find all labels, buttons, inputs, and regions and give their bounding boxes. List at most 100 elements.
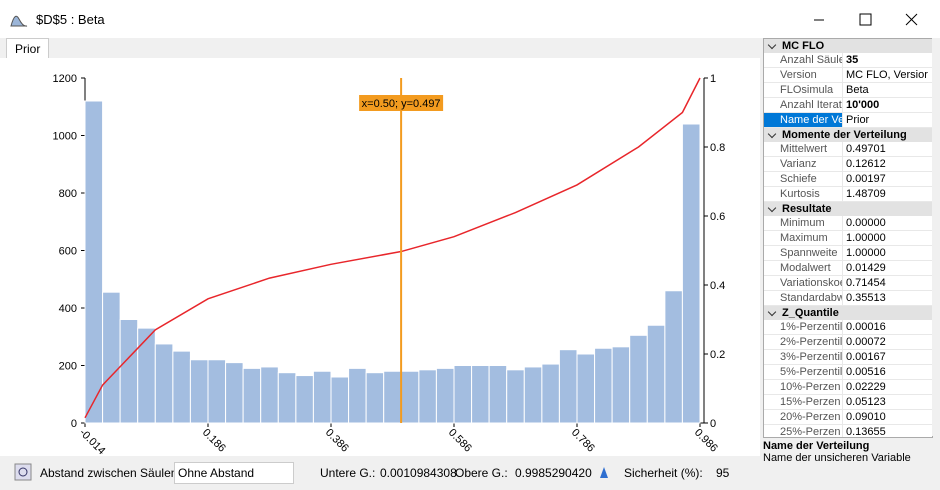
section-header[interactable]: Z_Quantile <box>764 306 932 320</box>
y-tick-label: 400 <box>59 303 77 315</box>
status-bar: Abstand zwischen Säulen: Ohne Abstand Un… <box>0 458 760 486</box>
gap-label: Abstand zwischen Säulen: <box>40 466 181 480</box>
bar <box>681 123 701 424</box>
property-row[interactable]: FLOsimula Beta <box>764 83 932 98</box>
settings-icon[interactable] <box>14 463 32 481</box>
bar <box>189 359 209 424</box>
property-name: 5%-Perzentil <box>764 365 843 379</box>
property-name: Anzahl Säule <box>764 53 843 67</box>
chevron <box>767 129 777 139</box>
bar <box>207 359 227 424</box>
property-value: 0.05123 <box>846 396 886 408</box>
confidence-value[interactable]: 95 <box>716 466 730 480</box>
property-name: 1%-Perzentil <box>764 320 843 334</box>
property-name: FLOsimula <box>764 83 843 97</box>
property-value: 0.00072 <box>846 336 886 348</box>
property-row[interactable]: Standardabw 0.35513 <box>764 291 932 306</box>
lower-value[interactable]: 0.0010984308 <box>380 466 457 480</box>
section-title: Momente der Verteilung <box>782 129 907 141</box>
property-row[interactable]: Mittelwert 0.49701 <box>764 142 932 157</box>
bar <box>646 324 666 424</box>
upper-value[interactable]: 0.9985290420 <box>515 466 592 480</box>
property-value: 0.00516 <box>846 366 886 378</box>
bar <box>611 346 631 424</box>
tab[interactable]: Prior <box>6 38 50 59</box>
property-name: 25%-Perzen <box>764 425 843 437</box>
window-title: $D$5 : Beta <box>36 12 105 27</box>
section-header[interactable]: Momente der Verteilung <box>764 128 932 142</box>
property-row[interactable]: 3%-Perzentil 0.00167 <box>764 350 932 365</box>
property-name: Standardabw <box>764 291 843 305</box>
y2-tick-label: 0.4 <box>710 280 725 292</box>
section-header[interactable]: MC FLO <box>764 39 932 53</box>
marker-label: x=0.50; y=0.497 <box>362 98 441 110</box>
distribution-icon[interactable] <box>598 465 618 479</box>
bar <box>365 372 385 424</box>
property-name: Schiefe <box>764 172 843 186</box>
property-row[interactable]: Maximum 1.00000 <box>764 231 932 246</box>
property-row[interactable]: 10%-Perzen 0.02229 <box>764 380 932 395</box>
bar <box>558 349 578 424</box>
property-row[interactable]: 15%-Perzen 0.05123 <box>764 395 932 410</box>
bar <box>383 370 402 424</box>
property-row[interactable]: 2%-Perzentil 0.00072 <box>764 335 932 350</box>
bar <box>453 365 473 424</box>
window-controls[interactable] <box>810 12 930 28</box>
y-tick-label: 800 <box>59 188 77 200</box>
property-row[interactable]: Spannweite 1.00000 <box>764 246 932 261</box>
scrollbar[interactable] <box>932 38 940 436</box>
property-value: 0.09010 <box>846 411 886 423</box>
property-row[interactable]: Modalwert 0.01429 <box>764 261 932 276</box>
upper-label: Obere G.: <box>455 466 508 480</box>
property-row[interactable]: Schiefe 0.00197 <box>764 172 932 187</box>
property-row[interactable]: 5%-Perzentil 0.00516 <box>764 365 932 380</box>
y-tick-label: 200 <box>59 361 77 373</box>
property-row[interactable]: Version MC FLO, Versior <box>764 68 932 83</box>
bar <box>488 365 508 424</box>
bar <box>172 350 191 424</box>
property-grid: MC FLO Anzahl Säule 35 Version MC FLO, Versi… <box>763 38 933 438</box>
y2-tick-label: 0.8 <box>710 142 725 154</box>
bar <box>277 372 297 424</box>
property-name: 15%-Perzen <box>764 395 843 409</box>
y2-tick-label: 0.6 <box>710 211 725 223</box>
property-row[interactable]: 1%-Perzentil 0.00016 <box>764 320 932 335</box>
bar <box>418 369 437 424</box>
y-tick-label: 0 <box>71 418 77 430</box>
bar <box>242 367 262 424</box>
property-value: 0.00197 <box>846 173 886 185</box>
property-row[interactable]: Name der Ve Prior <box>764 113 932 128</box>
bar <box>312 370 332 424</box>
property-row[interactable]: Anzahl Iterati 10'000 <box>764 98 932 113</box>
description-title: Name der Verteilung <box>763 440 870 452</box>
bar <box>102 291 121 424</box>
property-name: Variationskoe <box>764 276 843 290</box>
chart: 02004006008001000120000.20.40.60.81-0.01… <box>0 58 760 456</box>
property-value: 0.00000 <box>846 217 886 229</box>
gap-dropdown[interactable] <box>174 462 294 484</box>
property-row[interactable]: Variationskoe 0.71454 <box>764 276 932 291</box>
property-row[interactable]: Varianz 0.12612 <box>764 157 932 172</box>
property-row[interactable]: 25%-Perzen 0.13655 <box>764 425 932 438</box>
property-value: Beta <box>846 84 869 96</box>
property-name: Minimum <box>764 216 843 230</box>
property-value: 1.48709 <box>846 188 886 200</box>
property-row[interactable]: Kurtosis 1.48709 <box>764 187 932 202</box>
bar <box>348 367 367 424</box>
chevron <box>767 40 777 50</box>
property-value: 1.00000 <box>846 247 886 259</box>
bar <box>400 370 420 424</box>
property-row[interactable]: Anzahl Säule 35 <box>764 53 932 68</box>
property-name: Anzahl Iterati <box>764 98 843 112</box>
property-row[interactable]: Minimum 0.00000 <box>764 216 932 231</box>
y-tick-label: 1200 <box>53 73 77 85</box>
property-name: Modalwert <box>764 261 843 275</box>
description-text: Name der unsicheren Variable <box>763 452 911 464</box>
bar <box>154 343 174 424</box>
y2-tick-label: 0.2 <box>710 349 725 361</box>
property-name: Kurtosis <box>764 187 843 201</box>
property-row[interactable]: 20%-Perzen 0.09010 <box>764 410 932 425</box>
section-header[interactable]: Resultate <box>764 202 932 216</box>
property-value: 0.13655 <box>846 426 886 438</box>
